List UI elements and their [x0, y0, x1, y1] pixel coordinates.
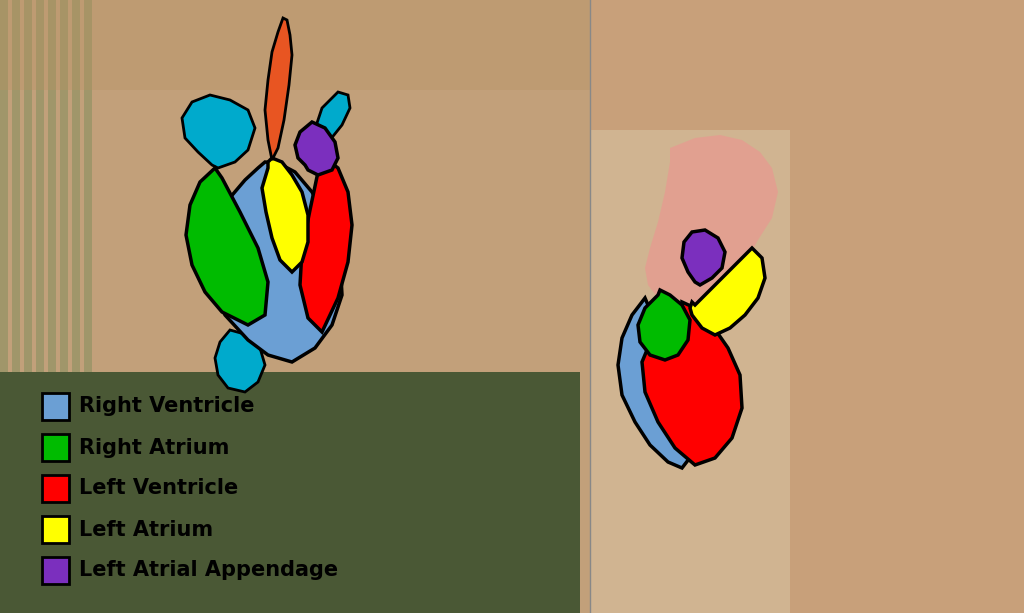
Polygon shape: [312, 92, 350, 155]
Bar: [36, 0, 44, 375]
Bar: [24, 0, 32, 375]
Polygon shape: [182, 95, 255, 168]
Bar: [48, 0, 56, 375]
Bar: [42, 516, 69, 543]
Bar: [72, 0, 80, 375]
Bar: [42, 557, 69, 584]
Polygon shape: [265, 18, 292, 160]
Polygon shape: [186, 168, 268, 325]
Polygon shape: [638, 290, 690, 360]
Text: Left Ventricle: Left Ventricle: [79, 479, 239, 498]
Text: Right Atrium: Right Atrium: [79, 438, 229, 457]
Bar: [42, 393, 69, 420]
Polygon shape: [682, 230, 725, 285]
Bar: [42, 434, 69, 461]
Polygon shape: [618, 298, 695, 468]
Polygon shape: [300, 158, 352, 332]
Polygon shape: [642, 302, 742, 465]
Bar: [590, 130, 790, 613]
Text: Left Atrial Appendage: Left Atrial Appendage: [79, 560, 338, 581]
Bar: [0, 0, 590, 613]
Polygon shape: [690, 248, 765, 335]
Polygon shape: [645, 135, 778, 322]
Text: Left Atrium: Left Atrium: [79, 519, 213, 539]
Bar: [60, 0, 68, 375]
Bar: [0, 372, 580, 613]
Bar: [12, 0, 20, 375]
Text: Right Ventricle: Right Ventricle: [79, 397, 255, 416]
Bar: [84, 0, 92, 375]
Polygon shape: [262, 158, 308, 272]
Polygon shape: [215, 330, 265, 392]
Bar: [42, 475, 69, 502]
Bar: [0, 0, 8, 375]
Bar: [0, 0, 590, 90]
Polygon shape: [208, 162, 342, 362]
Bar: [590, 0, 1024, 613]
Polygon shape: [295, 122, 338, 175]
